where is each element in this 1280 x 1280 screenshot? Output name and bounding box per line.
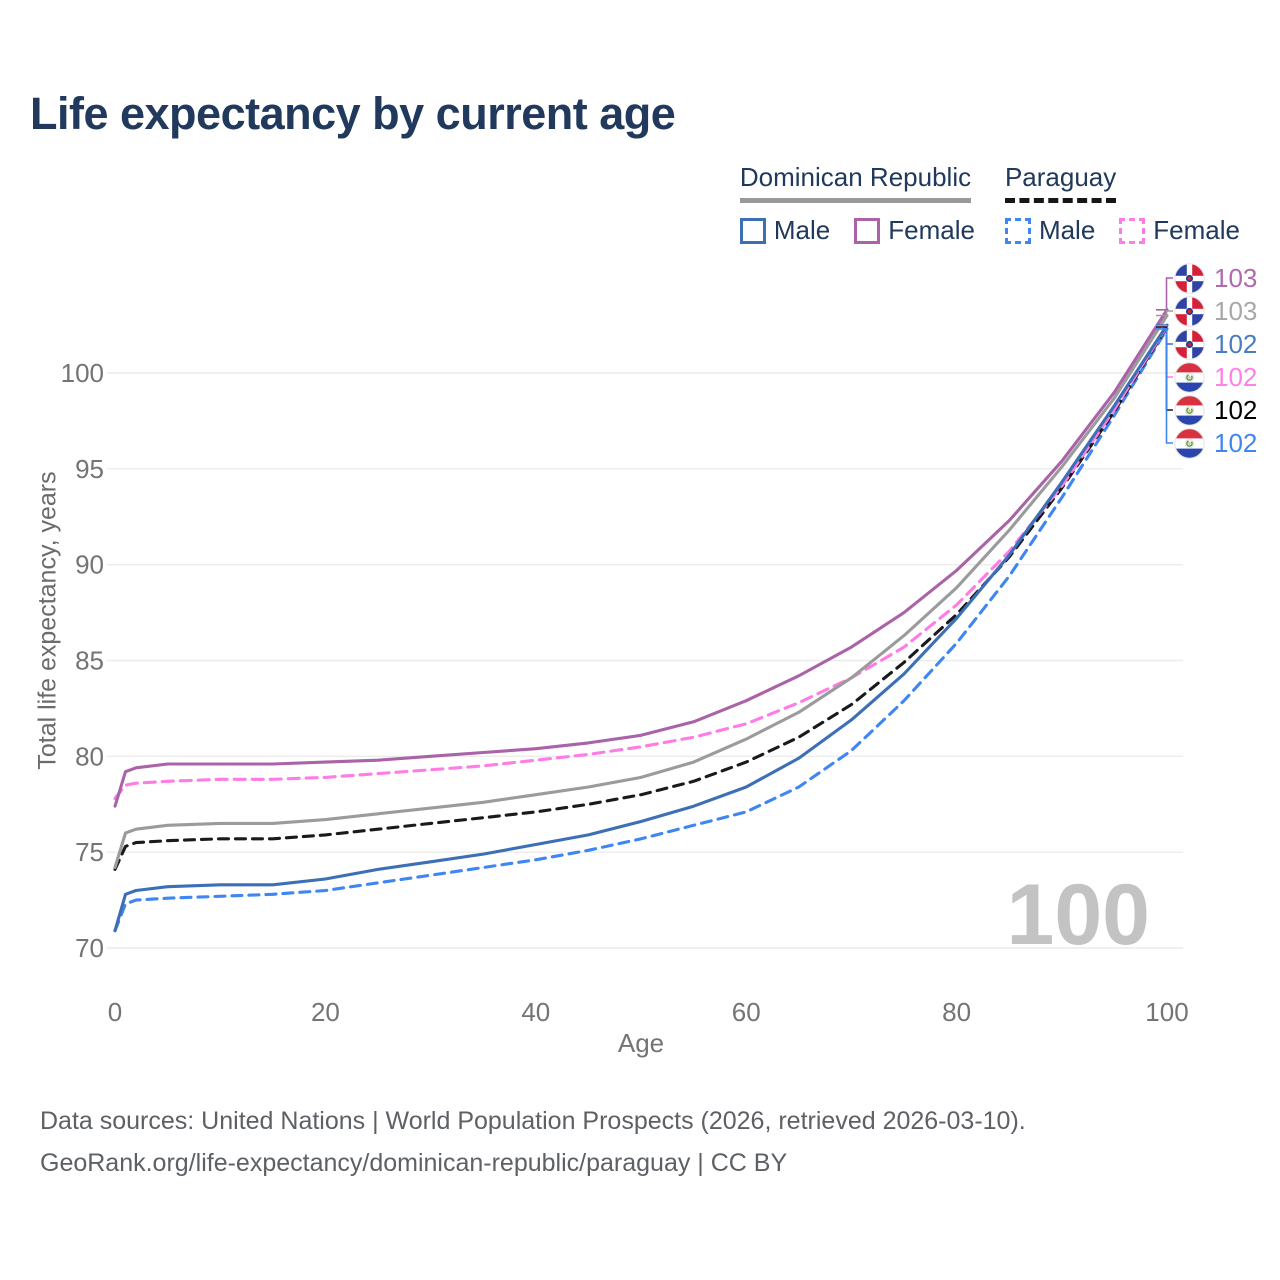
series-line-paraguay-total[interactable]	[113, 325, 1169, 871]
legend-swatch-icon	[1004, 217, 1031, 244]
y-tick-label-90: 90	[75, 550, 104, 580]
legend-item-label: Male	[773, 215, 831, 245]
end-label-row-dominican-republic-total: 103	[1174, 295, 1257, 327]
legend-swatch-icon	[1119, 217, 1146, 244]
end-label-row-paraguay-male: 102	[1174, 427, 1257, 459]
legend-item-label: Female	[888, 215, 975, 245]
series-line-paraguay-female[interactable]	[113, 324, 1169, 801]
page-title: Life expectancy by current age	[30, 88, 676, 139]
x-tick-label-60: 60	[732, 997, 761, 1027]
y-tick-label-70: 70	[75, 933, 104, 963]
y-tick-label-85: 85	[75, 646, 104, 676]
series-line-dominican-republic-total[interactable]	[113, 313, 1169, 870]
end-label-leader-dominican-republic-female	[1156, 277, 1173, 311]
series-line-dominican-republic-female[interactable]	[113, 308, 1169, 808]
end-label-value-dominican-republic-total: 103	[1214, 296, 1258, 326]
legend-item-dominican-republic-male[interactable]: Male	[739, 215, 831, 246]
legend-country-label-paraguay: Paraguay	[1004, 162, 1117, 203]
end-label-value-dominican-republic-female: 103	[1214, 263, 1258, 293]
legend-item-dominican-republic-female[interactable]: Female	[854, 215, 975, 246]
legend-item-label: Male	[1038, 215, 1096, 245]
series-line-dominican-republic-male[interactable]	[113, 323, 1169, 933]
footer-sources: Data sources: United Nations | World Pop…	[40, 1107, 1026, 1135]
legend-items-dominican-republic: Male Female	[739, 215, 975, 246]
x-tick-label-80: 80	[942, 997, 971, 1027]
y-tick-label-95: 95	[75, 454, 104, 484]
legend-country-label-dominican-republic: Dominican Republic	[739, 162, 972, 203]
end-label-row-paraguay-female: 102	[1174, 361, 1257, 393]
x-tick-label-20: 20	[311, 997, 340, 1027]
footer: Data sources: United Nations | World Pop…	[40, 1100, 1026, 1184]
end-label-leader-dominican-republic-total	[1156, 310, 1173, 317]
end-label-value-dominican-republic-male: 102	[1214, 329, 1258, 359]
x-tick-label-0: 0	[108, 997, 122, 1027]
paraguay-flag-icon	[1174, 394, 1205, 426]
x-axis-title: Age	[617, 1028, 665, 1058]
end-label-row-paraguay-total: 102	[1174, 394, 1257, 426]
y-axis-title: Total life expectancy, years	[33, 471, 62, 770]
end-label-row-dominican-republic-male: 102	[1174, 328, 1257, 360]
paraguay-flag-icon	[1174, 427, 1205, 459]
series-line-paraguay-male[interactable]	[113, 327, 1169, 933]
y-tick-label-80: 80	[75, 741, 104, 771]
legend-group-paraguay: Paraguay Male Female	[1004, 162, 1240, 246]
end-label-value-paraguay-male: 102	[1214, 428, 1258, 458]
legend-swatch-icon	[854, 217, 881, 244]
paraguay-flag-icon	[1174, 361, 1205, 393]
y-tick-label-100: 100	[61, 358, 104, 388]
legend-swatch-icon	[739, 217, 766, 244]
legend-item-label: Female	[1153, 215, 1240, 245]
legend-item-paraguay-male[interactable]: Male	[1004, 215, 1096, 246]
legend-item-paraguay-female[interactable]: Female	[1119, 215, 1240, 246]
end-label-row-dominican-republic-female: 103	[1174, 262, 1257, 294]
end-label-value-paraguay-total: 102	[1214, 395, 1258, 425]
legend-group-dominican-republic: Dominican Republic Male Female	[739, 162, 975, 246]
footer-url: GeoRank.org/life-expectancy/dominican-re…	[40, 1149, 788, 1177]
dominican-republic-flag-icon	[1174, 262, 1205, 294]
end-label-leader-paraguay-male	[1156, 328, 1173, 444]
x-tick-label-40: 40	[521, 997, 550, 1027]
dominican-republic-flag-icon	[1174, 295, 1205, 327]
y-tick-label-75: 75	[75, 837, 104, 867]
age-watermark: 100	[1006, 867, 1151, 963]
dominican-republic-flag-icon	[1174, 328, 1205, 360]
legend-items-paraguay: Male Female	[1004, 215, 1240, 246]
legend: Dominican Republic Male Female Paraguay Male…	[739, 162, 1240, 246]
x-tick-label-100: 100	[1145, 997, 1188, 1027]
end-label-value-paraguay-female: 102	[1214, 362, 1258, 392]
